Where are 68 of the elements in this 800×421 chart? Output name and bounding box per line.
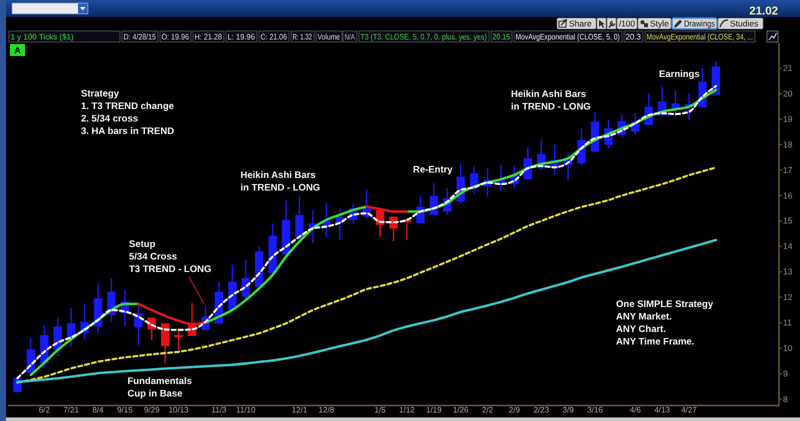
y-tick-label: 12 xyxy=(783,292,793,302)
text: 21.02 xyxy=(749,6,778,18)
annotation: One SIMPLE Strategy ANY Market. ANY Chart. ANY Time Frame. xyxy=(616,299,714,348)
y-tick-label: 18 xyxy=(783,139,793,150)
annotation: Setup 5/34 Cross T3 TREND - LONG xyxy=(129,239,212,275)
y-tick-label: 15 xyxy=(783,216,793,226)
text: R: 1.32 xyxy=(292,32,312,42)
x-tick-label: 9/29 xyxy=(144,406,160,414)
text: T3 (T3, CLOSE, 5, 0.7, 0, plus, yes, yes) xyxy=(360,32,488,42)
x-tick-label: 3/16 xyxy=(587,406,604,414)
x-tick-label: 2/23 xyxy=(533,406,550,414)
x-tick-label: 3/9 xyxy=(562,406,574,414)
text: Drawings xyxy=(684,19,715,29)
x-tick-label: 11/3 xyxy=(211,406,227,414)
x-tick-label: 4/27 xyxy=(681,406,698,414)
y-tick-label: 17 xyxy=(783,164,793,175)
annotation: Earnings xyxy=(659,69,700,80)
text: Volume xyxy=(318,32,340,42)
text: H: 21.28 xyxy=(194,32,222,42)
text: MovAvgExponential (CLOSE, 34, ... xyxy=(646,32,753,42)
annotation: Re-Entry xyxy=(413,164,454,176)
text: Studies xyxy=(730,18,758,29)
x-tick-label: 11/10 xyxy=(236,406,256,414)
y-tick-label: 19 xyxy=(783,114,793,124)
x-tick-label: 1/5 xyxy=(374,406,386,414)
y-tick-label: 8 xyxy=(783,394,788,404)
y-tick-label: 16 xyxy=(783,190,793,200)
x-tick-label: 9/15 xyxy=(117,406,134,414)
text: /100 xyxy=(619,18,636,29)
x-tick-label: 1/12 xyxy=(399,406,416,414)
x-tick-label: 7/21 xyxy=(63,406,80,414)
x-tick-label: 8/4 xyxy=(92,406,104,414)
x-tick-label: 10/13 xyxy=(168,406,190,414)
y-tick-label: 21 xyxy=(783,62,793,73)
text: 20.15 xyxy=(492,32,510,42)
text: C: 21.06 xyxy=(260,32,287,42)
x-tick-label: 2/2 xyxy=(482,406,494,414)
candlestick xyxy=(295,196,304,242)
y-tick-label: 13 xyxy=(783,266,793,277)
x-tick-label: 4/13 xyxy=(654,406,670,414)
x-tick-label: 12/8 xyxy=(318,406,335,414)
annotation: A xyxy=(14,46,22,56)
y-tick-label: 14 xyxy=(783,241,793,252)
text: O: 19.96 xyxy=(162,32,189,42)
text: Share xyxy=(569,18,592,29)
y-tick-label: 9 xyxy=(783,368,788,378)
text: L: 19.96 xyxy=(228,32,255,42)
x-tick-label: 1/19 xyxy=(426,406,442,414)
text: N/A xyxy=(344,32,356,42)
x-tick-label: 1/26 xyxy=(452,406,469,414)
y-tick-label: 10 xyxy=(783,342,793,353)
annotation: Strategy 1. T3 TREND change 2. 5/34 cross 3. HA bars in TREND xyxy=(81,88,174,137)
x-tick-label: 12/1 xyxy=(292,406,308,414)
candlestick xyxy=(160,322,170,364)
y-tick-label: 11 xyxy=(783,318,792,328)
annotation: Fundamentals Cup in Base xyxy=(128,376,192,400)
text: 1 y 100 Ticks ($1) xyxy=(10,32,74,42)
x-tick-label: 4/6 xyxy=(630,406,642,414)
text: Style xyxy=(650,18,670,29)
annotation: Heikin Ashi Bars in TREND - LONG xyxy=(511,89,591,112)
x-tick-label: 6/2 xyxy=(38,406,50,414)
x-tick-label: 2/9 xyxy=(508,406,520,414)
candlestick xyxy=(174,328,183,351)
annotation: Heikin Ashi Bars in TREND - LONG xyxy=(240,170,320,194)
text: 20.3 xyxy=(626,32,642,42)
y-tick-label: 20 xyxy=(783,88,793,98)
text: MovAvgExponential (CLOSE, 5, 0) xyxy=(516,32,620,42)
text: D: 4/28/15 xyxy=(124,32,156,42)
